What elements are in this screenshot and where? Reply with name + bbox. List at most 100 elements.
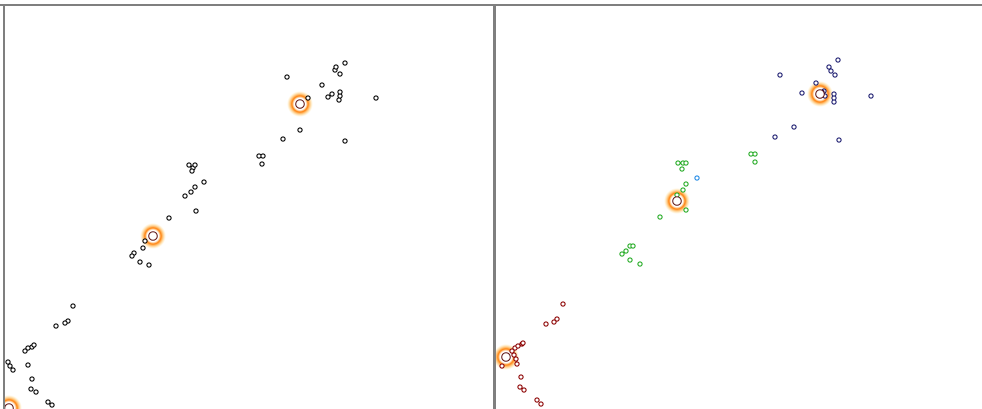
data-point[interactable]	[188, 189, 194, 195]
data-point[interactable]	[333, 64, 339, 70]
data-point[interactable]	[305, 95, 311, 101]
data-point[interactable]	[499, 363, 505, 369]
data-point[interactable]	[518, 374, 524, 380]
centroid-marker[interactable]	[672, 196, 682, 206]
data-point[interactable]	[192, 184, 198, 190]
data-point[interactable]	[619, 251, 625, 257]
data-point[interactable]	[182, 193, 188, 199]
data-point[interactable]	[10, 367, 16, 373]
top-border	[0, 4, 982, 6]
clustered-scatter-svg	[496, 57, 874, 407]
data-point[interactable]	[373, 95, 379, 101]
data-point[interactable]	[142, 238, 148, 244]
data-point[interactable]	[680, 187, 686, 193]
centroid-marker[interactable]	[501, 352, 511, 362]
data-point[interactable]	[630, 243, 636, 249]
data-point[interactable]	[29, 376, 35, 382]
data-point[interactable]	[325, 94, 331, 100]
data-point[interactable]	[752, 151, 758, 157]
data-point[interactable]	[166, 215, 172, 221]
data-point[interactable]	[140, 245, 146, 251]
data-point[interactable]	[831, 99, 837, 105]
unclustered-scatter-svg	[5, 60, 379, 409]
data-point[interactable]	[137, 259, 143, 265]
data-point[interactable]	[337, 89, 343, 95]
data-point[interactable]	[514, 361, 520, 367]
data-point[interactable]	[22, 348, 28, 354]
data-point[interactable]	[637, 261, 643, 267]
data-point[interactable]	[828, 68, 834, 74]
data-point[interactable]	[513, 356, 519, 362]
data-point[interactable]	[62, 320, 68, 326]
data-point[interactable]	[694, 175, 700, 181]
data-point[interactable]	[284, 74, 290, 80]
data-point[interactable]	[31, 342, 37, 348]
unclustered-plot-panel[interactable]	[5, 6, 493, 409]
data-point[interactable]	[791, 124, 797, 130]
data-point[interactable]	[799, 90, 805, 96]
data-point[interactable]	[832, 72, 838, 78]
centroid-marker[interactable]	[815, 89, 825, 99]
data-point[interactable]	[683, 207, 689, 213]
data-point[interactable]	[683, 181, 689, 187]
data-point[interactable]	[70, 303, 76, 309]
data-point[interactable]	[260, 153, 266, 159]
data-point[interactable]	[517, 384, 523, 390]
data-point[interactable]	[679, 166, 685, 172]
data-point[interactable]	[509, 348, 515, 354]
data-point[interactable]	[538, 401, 544, 407]
data-point[interactable]	[297, 127, 303, 133]
data-point[interactable]	[835, 57, 841, 63]
data-point[interactable]	[193, 208, 199, 214]
data-point[interactable]	[534, 397, 540, 403]
data-point[interactable]	[515, 343, 521, 349]
data-point[interactable]	[259, 161, 265, 167]
data-point[interactable]	[329, 91, 335, 97]
data-point[interactable]	[836, 137, 842, 143]
data-point[interactable]	[28, 386, 34, 392]
data-point[interactable]	[772, 134, 778, 140]
data-point[interactable]	[319, 82, 325, 88]
data-point[interactable]	[49, 402, 55, 408]
data-point[interactable]	[551, 319, 557, 325]
data-point[interactable]	[186, 162, 192, 168]
data-point[interactable]	[192, 162, 198, 168]
centroid-marker[interactable]	[148, 231, 158, 241]
panel-divider[interactable]	[493, 4, 496, 409]
data-point[interactable]	[342, 138, 348, 144]
data-point[interactable]	[657, 214, 663, 220]
left-border	[3, 4, 5, 409]
clustered-plot-panel[interactable]	[496, 6, 982, 409]
data-point[interactable]	[33, 389, 39, 395]
data-point[interactable]	[560, 301, 566, 307]
data-point[interactable]	[813, 80, 819, 86]
data-point[interactable]	[675, 160, 681, 166]
data-point[interactable]	[146, 262, 152, 268]
data-point[interactable]	[623, 248, 629, 254]
data-point[interactable]	[25, 362, 31, 368]
data-point[interactable]	[189, 168, 195, 174]
data-point[interactable]	[826, 64, 832, 70]
data-point[interactable]	[129, 253, 135, 259]
data-point[interactable]	[342, 60, 348, 66]
centroid-marker[interactable]	[5, 403, 14, 409]
data-point[interactable]	[683, 160, 689, 166]
data-point[interactable]	[520, 340, 526, 346]
data-point[interactable]	[511, 352, 517, 358]
data-point[interactable]	[554, 316, 560, 322]
data-point[interactable]	[521, 387, 527, 393]
centroid-marker[interactable]	[295, 99, 305, 109]
data-point[interactable]	[752, 159, 758, 165]
data-point[interactable]	[7, 363, 13, 369]
data-point[interactable]	[53, 323, 59, 329]
data-point[interactable]	[868, 93, 874, 99]
data-point[interactable]	[627, 257, 633, 263]
data-point[interactable]	[337, 71, 343, 77]
data-point[interactable]	[543, 321, 549, 327]
data-point[interactable]	[201, 179, 207, 185]
data-point[interactable]	[280, 136, 286, 142]
data-point[interactable]	[45, 399, 51, 405]
data-point[interactable]	[777, 72, 783, 78]
data-point[interactable]	[5, 359, 11, 365]
